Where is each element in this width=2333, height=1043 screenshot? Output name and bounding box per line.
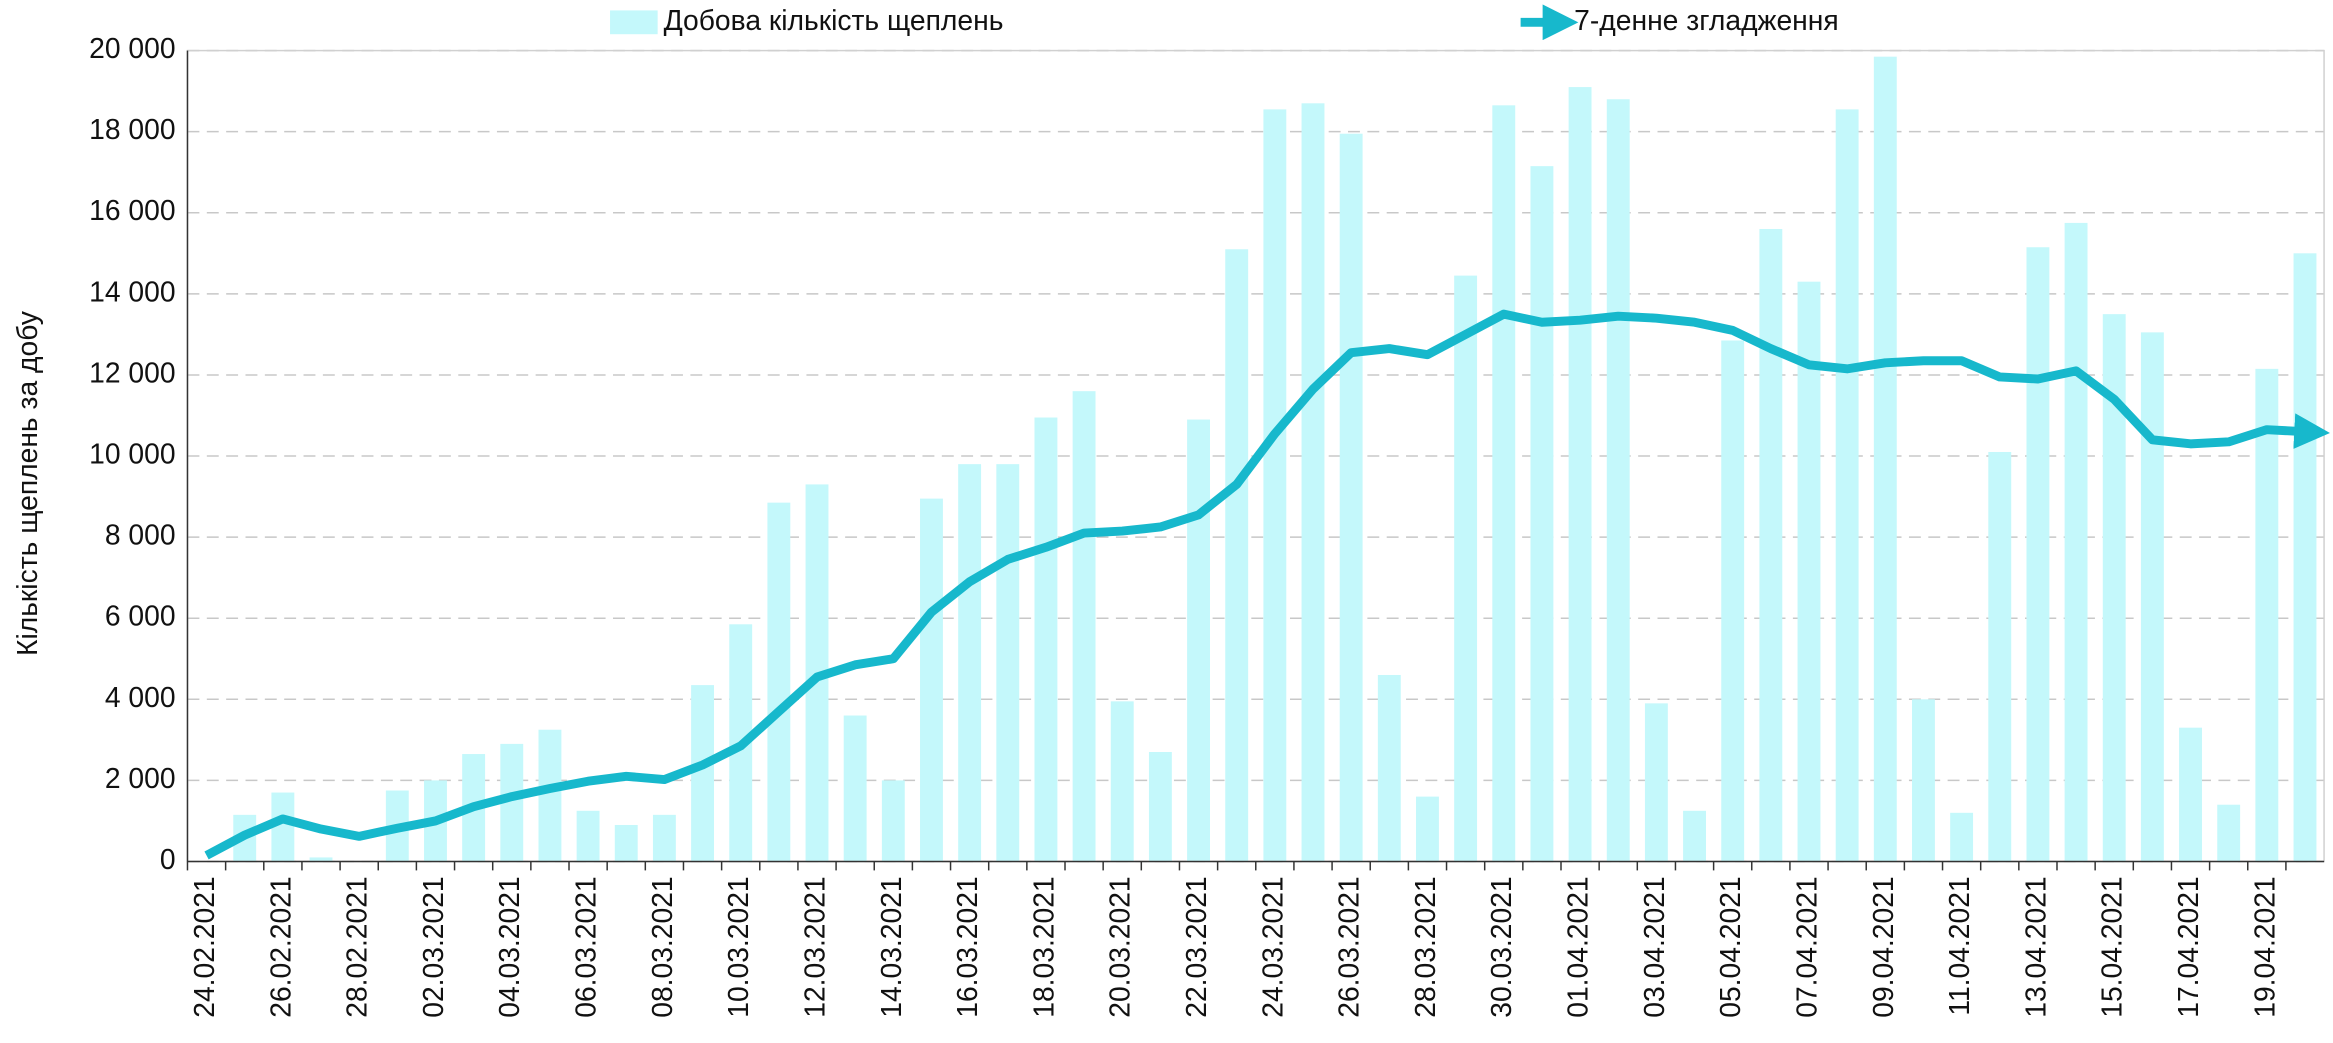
- x-tick-label: 04.03.2021: [493, 876, 525, 1017]
- bar: [1721, 340, 1745, 862]
- x-tick-label: 08.03.2021: [646, 876, 678, 1017]
- x-tick-label: 22.03.2021: [1180, 876, 1212, 1017]
- bar: [1225, 249, 1249, 862]
- x-tick-label: 17.04.2021: [2172, 876, 2204, 1017]
- y-tick-label: 14 000: [89, 275, 175, 307]
- x-tick-label: 28.02.2021: [341, 876, 373, 1017]
- legend-label: Добова кількість щеплень: [664, 4, 1004, 36]
- x-tick-label: 02.03.2021: [417, 876, 449, 1017]
- bar: [996, 464, 1020, 862]
- x-tick-label: 01.04.2021: [1562, 876, 1594, 1017]
- bar: [1950, 812, 1974, 862]
- x-tick-label: 05.04.2021: [1714, 876, 1746, 1017]
- y-tick-label: 18 000: [89, 113, 175, 145]
- y-tick-label: 0: [160, 843, 176, 875]
- bar: [1988, 451, 2012, 862]
- x-tick-label: 10.03.2021: [722, 876, 754, 1017]
- bar: [1377, 674, 1401, 862]
- bar: [1835, 109, 1859, 862]
- bar: [2217, 804, 2241, 862]
- x-tick-label: 26.03.2021: [1333, 876, 1365, 1017]
- y-tick-label: 12 000: [89, 356, 175, 388]
- bar: [767, 502, 791, 862]
- x-tick-label: 15.04.2021: [2096, 876, 2128, 1017]
- bar: [576, 810, 600, 862]
- bar: [1492, 105, 1516, 862]
- y-axis-label: Кількість щеплень за добу: [11, 310, 43, 656]
- x-tick-label: 06.03.2021: [570, 876, 602, 1017]
- bar: [1301, 103, 1325, 862]
- bar: [1530, 166, 1554, 862]
- bar: [1072, 391, 1096, 862]
- y-tick-label: 10 000: [89, 438, 175, 470]
- y-tick-label: 4 000: [105, 681, 176, 713]
- bar: [691, 685, 714, 862]
- bar: [1148, 752, 1172, 862]
- bar: [1606, 99, 1630, 862]
- bar: [2255, 368, 2279, 862]
- bar: [2293, 253, 2317, 862]
- x-tick-label: 26.02.2021: [264, 876, 296, 1017]
- x-tick-label: 20.03.2021: [1104, 876, 1136, 1017]
- bar: [1568, 87, 1592, 862]
- x-tick-label: 12.03.2021: [798, 876, 830, 1017]
- legend-label: 7-денне згладження: [1574, 4, 1839, 36]
- y-tick-label: 8 000: [105, 519, 176, 551]
- bar: [1416, 796, 1439, 862]
- bar: [1454, 275, 1478, 862]
- x-tick-label: 14.03.2021: [875, 876, 907, 1017]
- y-tick-label: 16 000: [89, 194, 175, 226]
- bar: [1644, 703, 1668, 862]
- bar: [614, 824, 638, 862]
- bar: [652, 814, 676, 862]
- bar: [1797, 281, 1821, 862]
- bar: [1187, 419, 1210, 862]
- x-tick-label: 24.03.2021: [1256, 876, 1288, 1017]
- x-tick-label: 18.03.2021: [1027, 876, 1059, 1017]
- x-tick-label: 11.04.2021: [1943, 876, 1975, 1015]
- bar: [1263, 109, 1287, 862]
- bar: [1912, 699, 1935, 862]
- x-tick-label: 16.03.2021: [951, 876, 983, 1017]
- bar: [881, 780, 905, 862]
- y-tick-label: 6 000: [105, 600, 176, 632]
- x-tick-label: 30.03.2021: [1485, 876, 1517, 1017]
- x-tick-label: 09.04.2021: [1867, 876, 1899, 1017]
- bar: [1339, 133, 1363, 862]
- y-tick-label: 2 000: [105, 762, 176, 794]
- bar: [1759, 228, 1783, 862]
- bar: [958, 464, 982, 862]
- x-tick-label: 28.03.2021: [1409, 876, 1441, 1017]
- y-tick-label: 20 000: [89, 32, 175, 64]
- x-tick-label: 19.04.2021: [2248, 876, 2280, 1017]
- bar: [271, 792, 295, 862]
- bar: [2102, 314, 2126, 862]
- bar: [2179, 727, 2202, 862]
- bar: [2064, 222, 2088, 862]
- x-tick-label: 24.02.2021: [188, 876, 220, 1017]
- bar: [1683, 810, 1706, 862]
- bar: [538, 729, 562, 862]
- bar: [1110, 701, 1134, 862]
- bar: [2026, 247, 2050, 862]
- legend-swatch: [610, 10, 658, 35]
- bar: [843, 715, 867, 862]
- line: [204, 309, 2330, 860]
- bar: [1873, 56, 1897, 862]
- x-tick-label: 03.04.2021: [1638, 876, 1670, 1017]
- bar: [920, 498, 943, 862]
- bar: [1034, 417, 1058, 862]
- bar: [2140, 332, 2164, 862]
- x-tick-label: 07.04.2021: [1790, 876, 1822, 1017]
- bar: [309, 857, 333, 862]
- bar: [500, 743, 524, 862]
- x-tick-label: 13.04.2021: [2019, 876, 2051, 1017]
